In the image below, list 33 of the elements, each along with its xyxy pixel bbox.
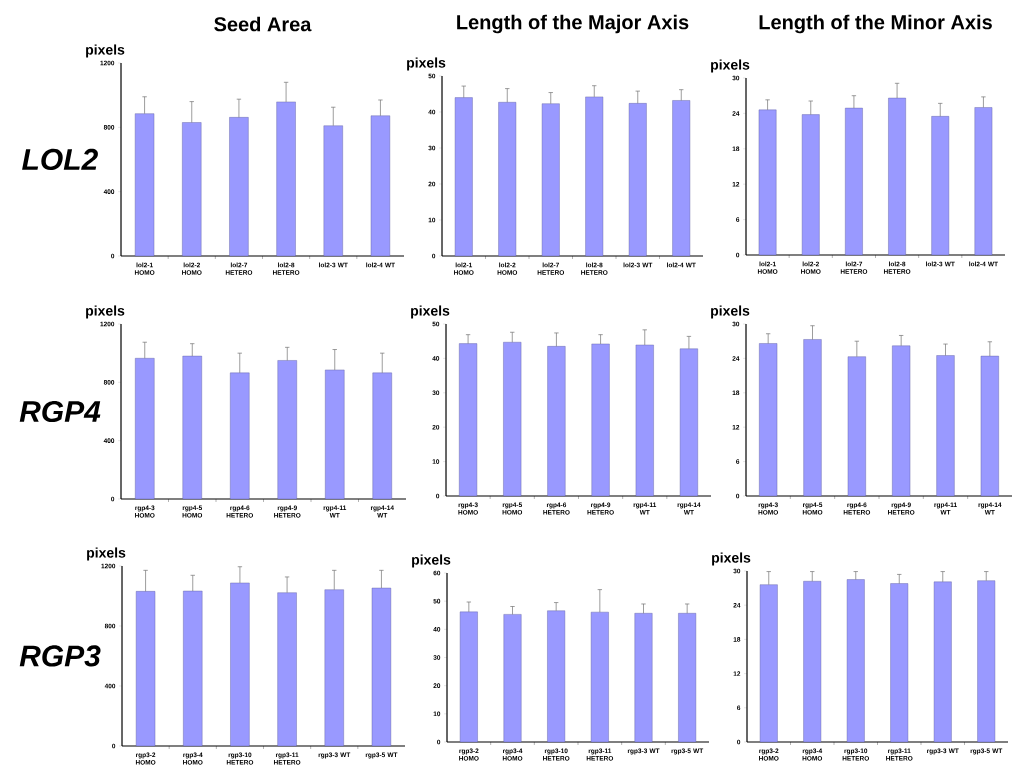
chart-title: Length of the Major Axis (457, 14, 689, 34)
y-axis-title: pixels (86, 305, 125, 319)
bar (759, 343, 778, 497)
bar (892, 345, 911, 497)
text: RGP4 (19, 400, 101, 423)
bar (372, 372, 392, 500)
bar (803, 339, 822, 497)
y-axis-title: pixels (411, 305, 450, 319)
bar (229, 117, 249, 257)
bar (182, 355, 202, 500)
y-axis-title: pixels (407, 57, 446, 71)
bar (134, 113, 155, 257)
y-axis-title: pixels (87, 547, 126, 561)
y-axis-title: pixels (711, 59, 750, 73)
bar (276, 101, 296, 257)
bar (277, 360, 297, 500)
bar (182, 122, 202, 257)
bar (323, 125, 343, 257)
y-axis-title: pixels (86, 44, 125, 58)
y-axis-title: pixels (412, 554, 451, 568)
text: LOL2 (22, 148, 98, 171)
bar (230, 372, 250, 500)
chart-title: Seed Area (214, 16, 312, 32)
bar (980, 355, 999, 497)
bar (135, 358, 155, 500)
chart-title: Length of the Minor Axis (759, 14, 992, 34)
bar (847, 356, 866, 497)
bar (370, 115, 391, 257)
text: RGP3 (19, 645, 101, 667)
y-axis-title: pixels (711, 305, 750, 319)
bar (936, 355, 955, 497)
bar (325, 369, 345, 500)
y-axis-title: pixels (712, 552, 751, 566)
